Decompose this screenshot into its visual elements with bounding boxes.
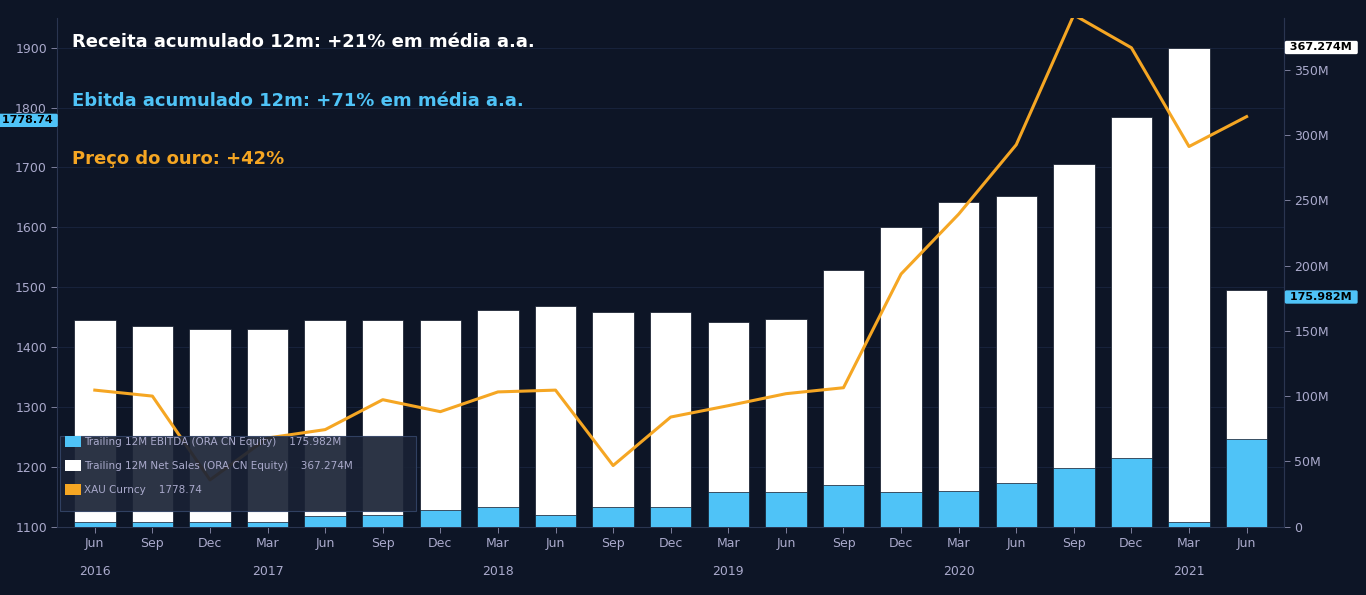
Text: 367.274M: 367.274M — [1287, 42, 1356, 52]
Bar — [650, 507, 691, 527]
Bar — [247, 329, 288, 527]
Bar — [1111, 117, 1152, 527]
Bar — [822, 270, 865, 527]
Bar — [996, 483, 1037, 527]
Text: 175.982M: 175.982M — [1287, 292, 1356, 302]
Text: 2018: 2018 — [482, 565, 514, 578]
Text: 2020: 2020 — [943, 565, 974, 578]
Text: 2016: 2016 — [79, 565, 111, 578]
Bar — [305, 516, 346, 527]
Bar — [765, 493, 806, 527]
Bar — [1111, 458, 1152, 527]
Bar — [708, 322, 749, 527]
FancyBboxPatch shape — [64, 460, 81, 471]
Bar — [1053, 468, 1094, 527]
Bar — [996, 196, 1037, 527]
Text: 2019: 2019 — [713, 565, 744, 578]
Text: 1778.74: 1778.74 — [0, 115, 56, 126]
Bar — [1053, 164, 1094, 527]
Bar — [131, 326, 173, 527]
Text: Preço do ouro: +42%: Preço do ouro: +42% — [72, 150, 284, 168]
Bar — [190, 522, 231, 527]
Bar — [880, 493, 922, 527]
Text: XAU Curncy    1778.74: XAU Curncy 1778.74 — [85, 485, 202, 495]
Bar — [131, 522, 173, 527]
Bar — [477, 310, 519, 527]
Bar — [419, 320, 462, 527]
FancyBboxPatch shape — [60, 436, 415, 511]
FancyBboxPatch shape — [64, 436, 81, 447]
Bar — [305, 320, 346, 527]
Bar — [74, 320, 116, 527]
Bar — [593, 312, 634, 527]
Bar — [247, 522, 288, 527]
Bar — [190, 329, 231, 527]
Text: 2021: 2021 — [1173, 565, 1205, 578]
Bar — [1225, 290, 1268, 527]
Bar — [535, 515, 576, 527]
Bar — [362, 320, 403, 527]
Text: 2017: 2017 — [251, 565, 284, 578]
Bar — [880, 227, 922, 527]
Text: Trailing 12M Net Sales (ORA CN Equity)    367.274M: Trailing 12M Net Sales (ORA CN Equity) 3… — [85, 461, 352, 471]
Bar — [822, 485, 865, 527]
Bar — [477, 507, 519, 527]
Bar — [1168, 48, 1210, 527]
Bar — [765, 319, 806, 527]
Text: Trailing 12M EBITDA (ORA CN Equity)    175.982M: Trailing 12M EBITDA (ORA CN Equity) 175.… — [85, 437, 342, 447]
Text: Ebitda acumulado 12m: +71% em média a.a.: Ebitda acumulado 12m: +71% em média a.a. — [72, 92, 523, 109]
Bar — [419, 510, 462, 527]
Text: Receita acumulado 12m: +21% em média a.a.: Receita acumulado 12m: +21% em média a.a… — [72, 33, 535, 51]
Bar — [938, 491, 979, 527]
Bar — [708, 493, 749, 527]
Bar — [362, 515, 403, 527]
Bar — [1168, 522, 1210, 527]
Bar — [1225, 439, 1268, 527]
Bar — [650, 312, 691, 527]
Bar — [938, 202, 979, 527]
Bar — [535, 306, 576, 527]
Bar — [74, 522, 116, 527]
FancyBboxPatch shape — [64, 484, 81, 495]
Bar — [593, 507, 634, 527]
